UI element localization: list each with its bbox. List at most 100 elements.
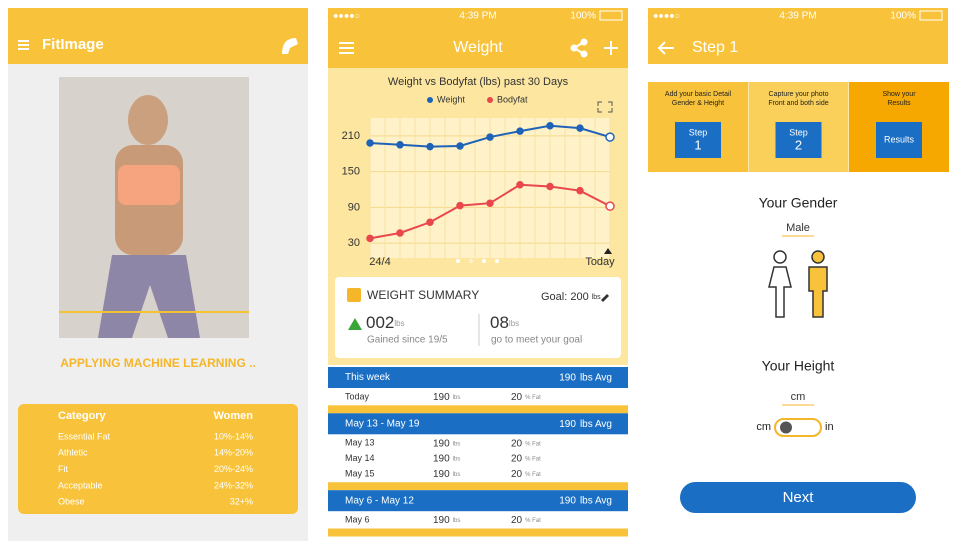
page-dot	[482, 259, 486, 263]
data-point	[426, 142, 434, 151]
data-point	[486, 199, 494, 207]
table-cell: Athletic	[58, 448, 88, 458]
gender-value[interactable]: Male	[786, 222, 810, 234]
group-avg: 190 lbs Avg	[559, 495, 612, 506]
unit-right: in	[825, 421, 834, 433]
weight-unit: lbs	[453, 456, 461, 462]
goal-label: Goal: 200	[541, 291, 589, 303]
back-icon[interactable]	[657, 41, 674, 55]
logo-icon	[282, 38, 298, 54]
toggle-knob	[780, 421, 792, 434]
avg-unit: lbs Avg	[580, 372, 612, 383]
weight-unit: lbs	[453, 395, 461, 401]
battery-icon	[599, 10, 623, 21]
data-point	[516, 127, 524, 135]
weight-value: 190	[433, 515, 450, 526]
data-point	[546, 121, 554, 130]
group-title: May 6 - May 12	[345, 495, 414, 506]
share-icon[interactable]	[570, 38, 588, 58]
data-point	[366, 234, 374, 243]
goal-unit: lbs	[592, 294, 601, 301]
fat-unit: % Fat	[525, 395, 541, 401]
row-day: May 6	[345, 515, 370, 525]
fat-value: 20	[511, 515, 523, 526]
data-point	[426, 218, 434, 227]
data-point	[605, 201, 615, 211]
fat-unit: % Fat	[525, 471, 541, 477]
gained-value: 002	[366, 313, 394, 332]
avg-unit: lbs Avg	[580, 495, 612, 506]
row-weight: 190 lbs	[433, 438, 460, 449]
menu-icon[interactable]	[339, 42, 354, 54]
step-button-label: Step	[689, 127, 708, 137]
clock: 4:39 PM	[779, 11, 816, 22]
weight-value: 190	[433, 438, 450, 449]
fat-unit: % Fat	[525, 456, 541, 462]
photo-figure	[98, 95, 200, 338]
step-button-label: 1	[694, 137, 701, 152]
row-weight: 190 lbs	[433, 453, 460, 464]
signal: ●●●●○	[333, 10, 360, 20]
step-desc: Front and both side	[768, 100, 828, 107]
add-icon[interactable]	[604, 41, 618, 55]
remaining: 08lbs	[490, 313, 519, 332]
edit-icon[interactable]	[601, 294, 609, 302]
weight-unit: lbs	[453, 441, 461, 447]
table-cell: 10%-14%	[214, 431, 253, 441]
legend-label: Bodyfat	[497, 94, 528, 104]
next-button[interactable]	[680, 482, 916, 513]
data-point	[456, 142, 464, 150]
height-value[interactable]: cm	[791, 391, 806, 403]
row-weight: 190 lbs	[433, 469, 460, 480]
data-point	[576, 124, 584, 132]
table-cell: Obese	[58, 497, 85, 507]
data-point	[576, 186, 584, 195]
summary-card	[335, 277, 621, 358]
group-header	[328, 490, 628, 512]
step-button[interactable]	[876, 122, 922, 158]
group-title: May 13 - May 19	[345, 418, 420, 429]
remaining-unit: lbs	[509, 319, 519, 328]
signal: ●●●●○	[653, 10, 680, 20]
avg-unit: lbs Avg	[580, 418, 612, 429]
weight-unit: lbs	[453, 518, 461, 524]
fat-value: 20	[511, 469, 523, 480]
app-bar	[8, 8, 308, 64]
row-fat: 20% Fat	[511, 392, 541, 403]
fat-unit: % Fat	[525, 441, 541, 447]
step-button[interactable]	[675, 122, 721, 158]
goal: Goal: 200 lbs	[541, 291, 601, 303]
app-bar	[328, 8, 628, 68]
avg-value: 190	[559, 372, 576, 383]
battery-text: 100%	[570, 11, 596, 22]
step-desc: Add your basic Detail	[665, 91, 732, 98]
remaining-caption: go to meet your goal	[491, 335, 582, 346]
x-tick-label: 24/4	[369, 256, 390, 268]
group-divider	[328, 482, 628, 491]
data-point	[456, 201, 464, 210]
weight-unit: lbs	[453, 471, 461, 477]
y-tick-label: 210	[342, 130, 360, 142]
table-cell: Acceptable	[58, 480, 103, 490]
app-title: FitImage	[42, 36, 104, 53]
weight-value: 190	[433, 392, 450, 403]
data-point	[486, 133, 494, 141]
status-text: APPLYING MACHINE LEARNING ..	[60, 356, 256, 370]
clock: 4:39 PM	[459, 11, 496, 22]
male-icon[interactable]	[808, 250, 828, 318]
row-fat: 20% Fat	[511, 438, 541, 449]
battery-text: 100%	[890, 11, 916, 22]
page-dot	[495, 259, 499, 263]
group-title: This week	[345, 372, 391, 383]
female-icon[interactable]	[768, 250, 792, 318]
expand-icon[interactable]	[597, 101, 613, 113]
avg-value: 190	[559, 418, 576, 429]
gained-unit: lbs	[394, 319, 404, 328]
step-button[interactable]	[775, 122, 822, 158]
table-cell: Fit	[58, 464, 68, 474]
unit-left: cm	[756, 421, 771, 433]
menu-icon[interactable]	[18, 40, 29, 50]
page-dot	[469, 259, 473, 263]
weight-value: 190	[433, 453, 450, 464]
row-fat: 20% Fat	[511, 469, 541, 480]
